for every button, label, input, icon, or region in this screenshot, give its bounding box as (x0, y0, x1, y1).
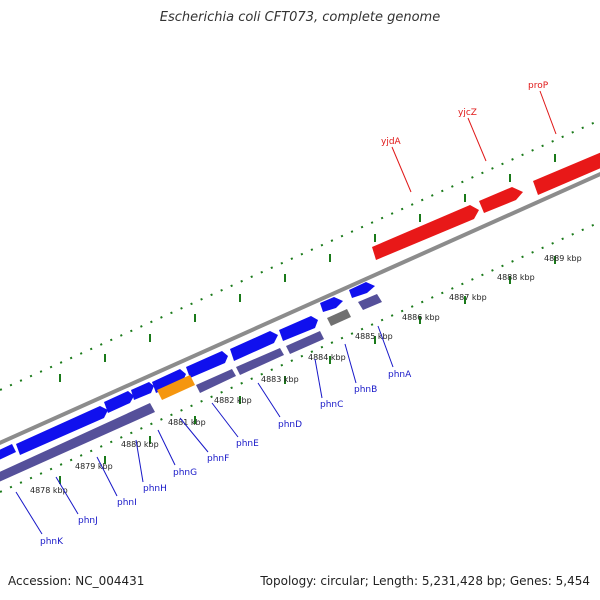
kbp-label: 4888 kbp (497, 273, 535, 282)
kbp-label: 4880 kbp (121, 440, 159, 449)
gene-yjcZ[interactable] (479, 187, 523, 213)
gene-highlight-phnG[interactable] (157, 375, 195, 400)
gene-label-phnJ[interactable]: phnJ (78, 516, 98, 526)
gene-forward[interactable] (16, 406, 108, 455)
gene-label-phnB[interactable]: phnB (354, 385, 377, 395)
kbp-label: 4885 kbp (355, 332, 393, 341)
gene-label-phnC[interactable]: phnC (320, 400, 343, 410)
inner-tick-track (0, 221, 600, 493)
reverse-genes (0, 294, 382, 482)
gene-label-yjdA[interactable]: yjdA (381, 137, 402, 147)
gene-forward[interactable] (152, 369, 186, 393)
gene-forward[interactable] (320, 297, 343, 312)
gene-forward[interactable] (349, 282, 375, 298)
gene-labels-blue: phnK phnJ phnI phnH phnG phnF phnE phnD … (40, 370, 412, 547)
kbp-label: 4884 kbp (308, 353, 346, 362)
gene-reverse[interactable] (286, 331, 324, 354)
major-ticks (59, 154, 556, 484)
kbp-label: 4878 kbp (30, 486, 68, 495)
gene-reverse[interactable] (236, 348, 284, 375)
kbp-scale: 4878 kbp 4879 kbp 4880 kbp 4881 kbp 4882… (30, 254, 582, 495)
kbp-label: 4879 kbp (75, 462, 113, 471)
kbp-label: 4886 kbp (402, 313, 440, 322)
gene-label-phnE[interactable]: phnE (236, 439, 259, 449)
kbp-label: 4881 kbp (168, 418, 206, 427)
gene-forward[interactable] (131, 382, 154, 400)
gene-reverse[interactable] (0, 403, 155, 482)
accession-text: Accession: NC_004431 (8, 574, 145, 588)
gene-proP[interactable] (533, 151, 600, 195)
gene-pseudo[interactable] (327, 309, 351, 326)
gene-reverse[interactable] (358, 294, 382, 310)
gene-label-phnF[interactable]: phnF (207, 454, 229, 464)
rna-genes (372, 151, 600, 260)
gene-label-phnG[interactable]: phnG (173, 468, 197, 478)
kbp-label: 4887 kbp (449, 293, 487, 302)
gene-forward[interactable] (230, 331, 278, 361)
gene-label-phnI[interactable]: phnI (117, 498, 137, 508)
gene-label-proP[interactable]: proP (528, 81, 549, 91)
gene-reverse[interactable] (196, 369, 236, 393)
map-title: Escherichia coli CFT073, complete genome (159, 10, 441, 25)
gene-label-phnD[interactable]: phnD (278, 420, 302, 430)
topology-text: Topology: circular; Length: 5,231,428 bp… (260, 574, 590, 588)
kbp-label: 4889 kbp (544, 254, 582, 263)
gene-label-phnK[interactable]: phnK (40, 537, 64, 547)
forward-genes (0, 282, 375, 460)
gene-yjdA[interactable] (372, 205, 479, 260)
gene-forward[interactable] (104, 391, 134, 413)
gene-callouts-red (391, 90, 557, 193)
kbp-label: 4883 kbp (261, 375, 299, 384)
gene-callouts-blue (15, 325, 394, 535)
genome-backbone (0, 172, 600, 445)
gene-forward[interactable] (279, 316, 318, 341)
gene-labels-red: yjdA yjcZ proP (381, 81, 549, 147)
gene-forward[interactable] (186, 351, 228, 378)
gene-label-phnH[interactable]: phnH (143, 484, 167, 494)
kbp-label: 4882 kbp (214, 396, 252, 405)
gene-forward[interactable] (0, 444, 16, 460)
gene-label-yjcZ[interactable]: yjcZ (458, 108, 477, 118)
gene-label-phnA[interactable]: phnA (388, 370, 412, 380)
